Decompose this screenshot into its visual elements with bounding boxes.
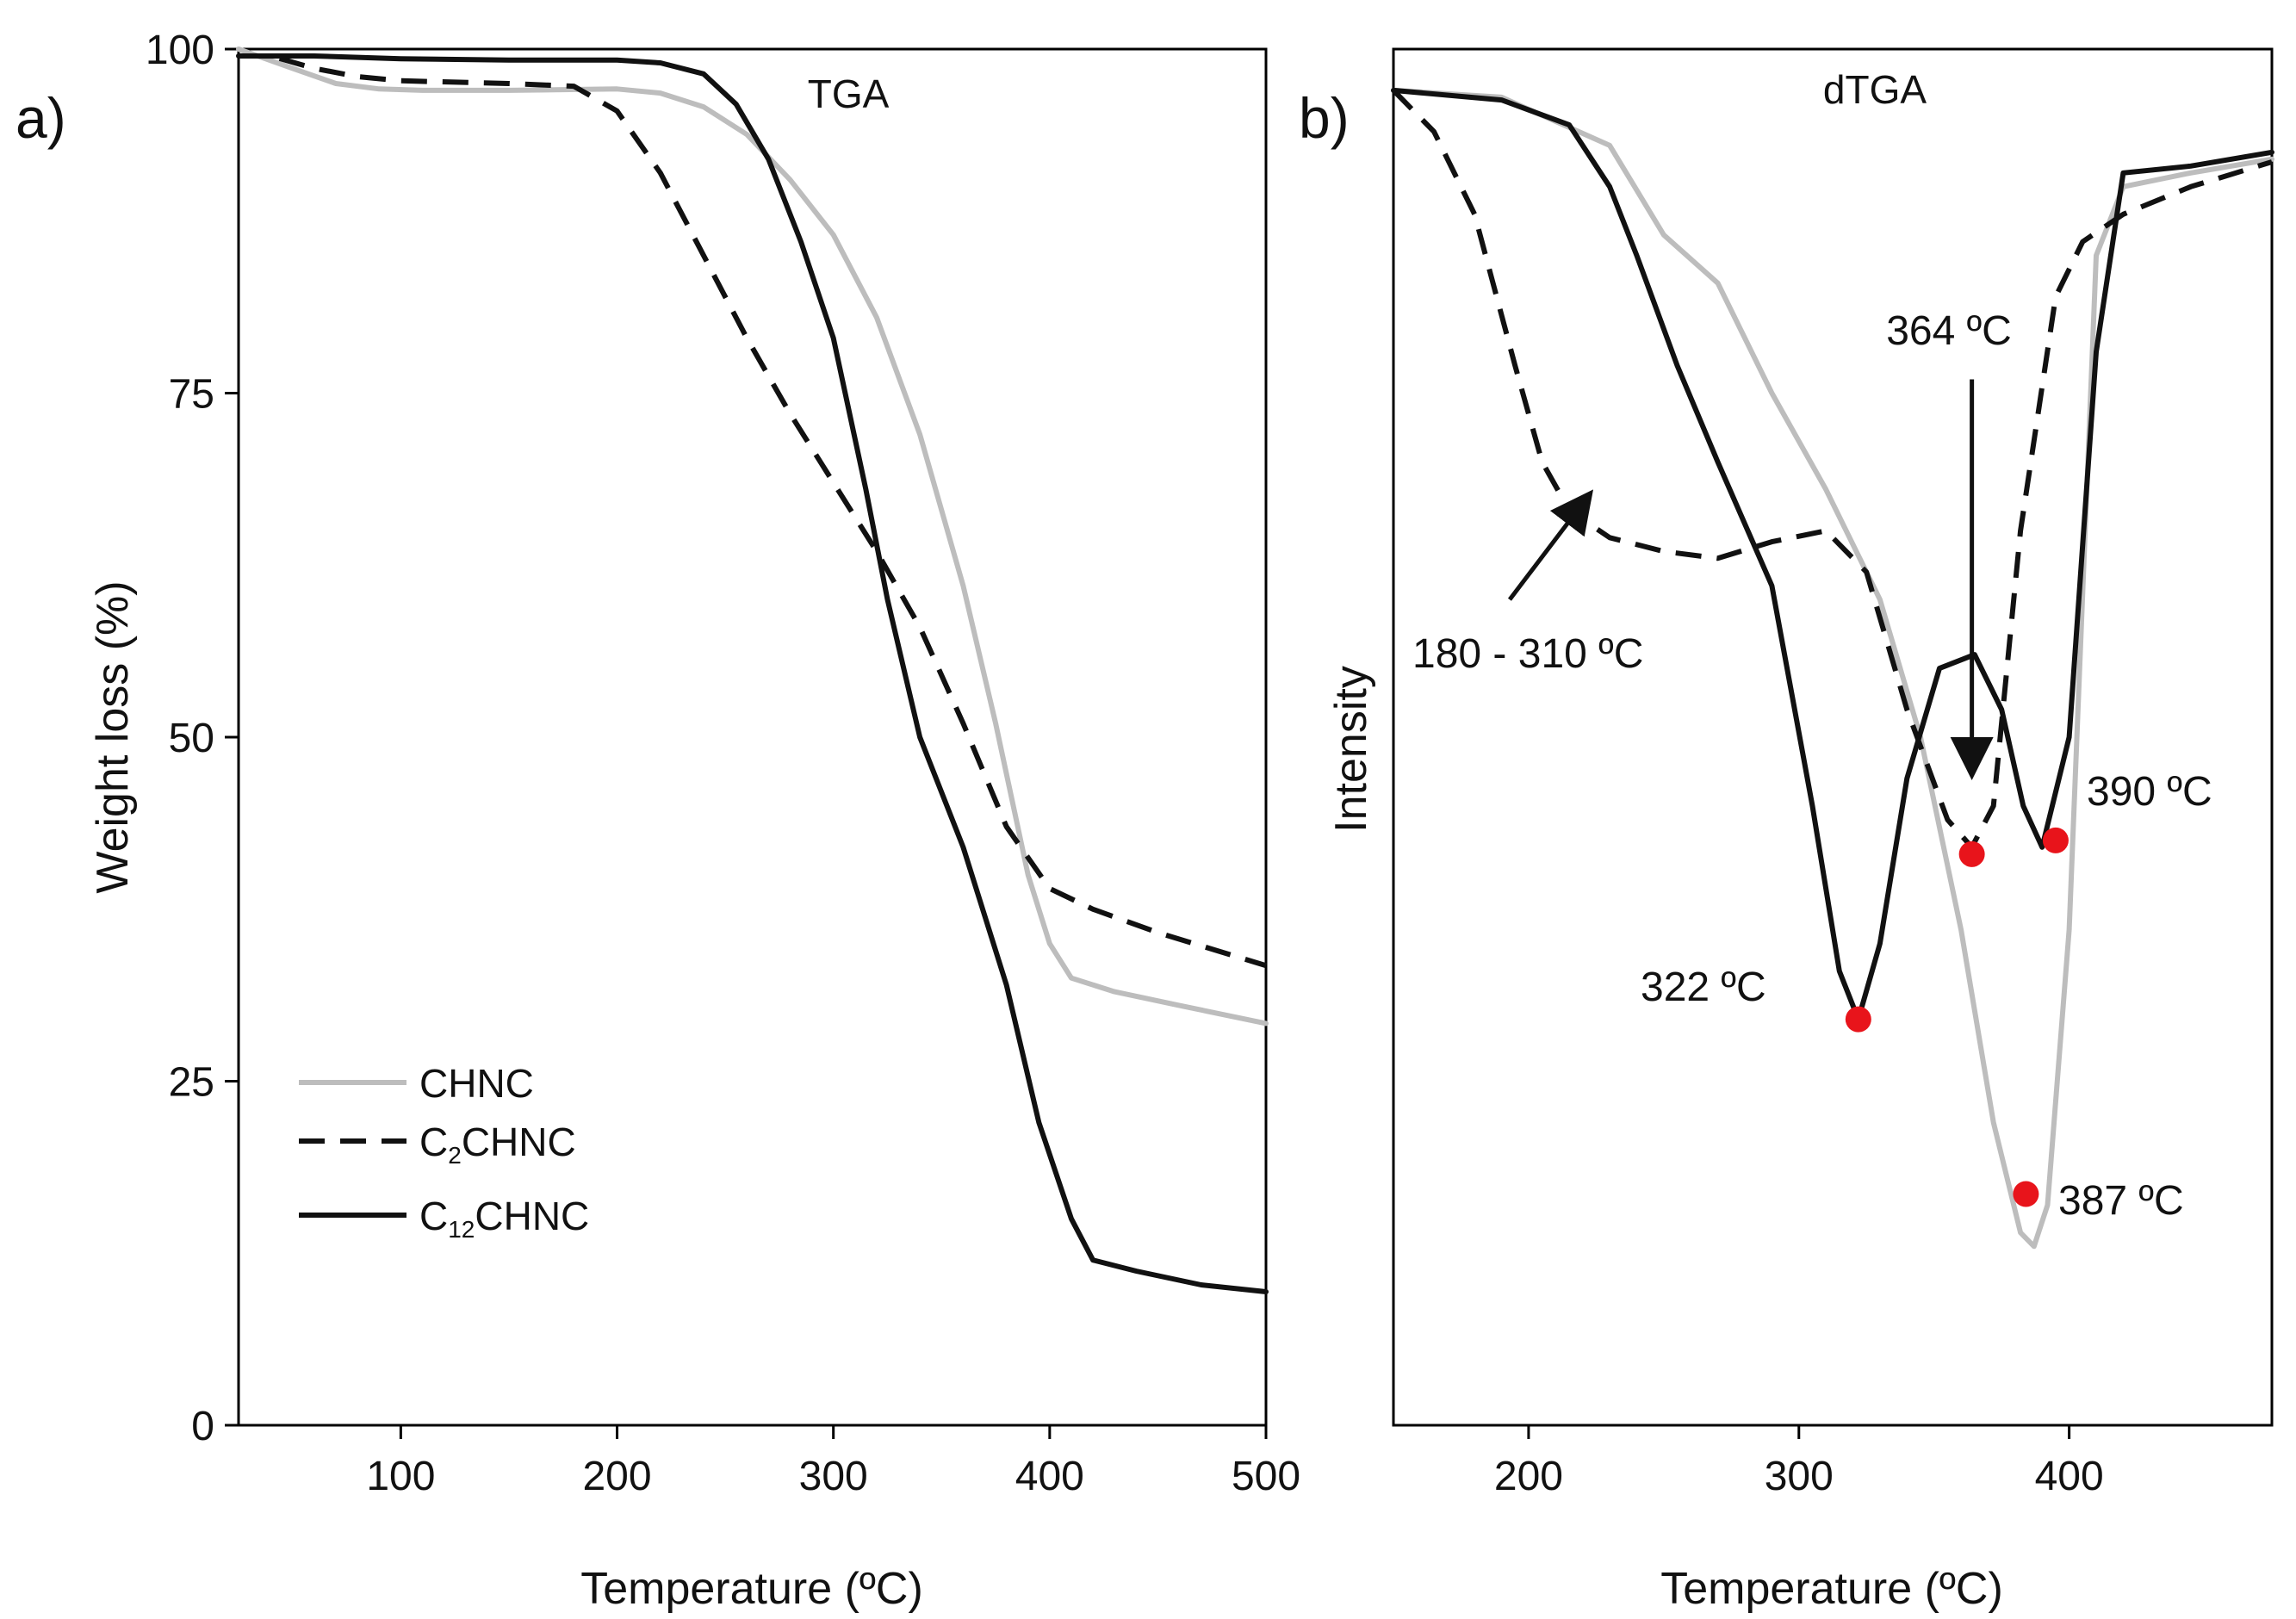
legend-item-c2chnc: C2CHNC [299,1120,576,1169]
tga-x-tick-label-500: 500 [1232,1454,1300,1499]
tga-x-tick-label-200: 200 [582,1454,651,1499]
dtga-plot-title: dTGA [1823,67,1927,112]
tga-plot-frame [237,47,1268,1427]
dtga-plot-frame [1392,47,2274,1427]
legend-label-c2chnc: C2CHNC [419,1120,576,1169]
tga-y-tick-label-25: 25 [169,1060,214,1106]
peak-marker-364-c [1958,841,1985,867]
dtga-x-tick-label-300: 300 [1765,1454,1834,1499]
peak-marker-390-c [2042,827,2069,853]
tga-y-tick-label-50: 50 [169,716,214,761]
tga-y-tick-label-75: 75 [169,372,214,418]
peak-label-322: 322 ºC [1641,965,1766,1010]
tga-x-tick-label-300: 300 [799,1454,868,1499]
dtga-series-line-c2chnc [1391,88,2273,850]
dtga-series [1391,87,2274,1250]
tga-plot-title: TGA [808,71,890,116]
tga-x-ticks: 100 200 300 400 500 [366,1425,1300,1499]
dtga-y-axis-title: Intensity [1326,666,1376,833]
dtga-panel: b) dTGA Temperature (ºC) Intensity 200 30… [1299,47,2274,1614]
tga-legend: CHNC C2CHNC C12CHNC [299,1061,589,1243]
tga-y-ticks: 0 25 50 75 100 [146,28,239,1449]
tga-y-tick-label-0: 0 [191,1404,214,1449]
tga-x-tick-label-400: 400 [1015,1454,1084,1499]
peak-label-387: 387 ºC [2058,1178,2184,1224]
legend-label-c12chnc: C12CHNC [419,1194,589,1243]
tga-panel: a) TGA Temperature (ºC) Weight loss (%) … [16,28,1300,1614]
tga-x-axis-title: Temperature (ºC) [580,1564,923,1614]
peak-marker-322-c [1845,1006,1871,1033]
annotation-arrow-180-310-c [1507,489,1594,601]
dtga-series-line-chnc [1391,87,2274,1250]
annotation-range-label: 180 - 310 ºC [1412,631,1643,677]
dtga-x-axis-title: Temperature (ºC) [1660,1564,2003,1614]
dtga-x-tick-label-400: 400 [2035,1454,2104,1499]
tga-series [236,47,1269,1294]
dtga-x-tick-label-200: 200 [1494,1454,1563,1499]
peak-marker-387-c [2013,1181,2039,1207]
tga-series-line-chnc [236,47,1269,1027]
panel-a-letter: a) [16,86,66,150]
dtga-x-ticks: 200 300 400 [1494,1425,2104,1499]
dtga-series-line-c12chnc [1391,87,2274,1022]
dtga-annotation-arrows [1507,379,1994,780]
legend-label-chnc: CHNC [419,1061,534,1106]
tga-y-tick-label-100: 100 [146,28,214,73]
tga-series-line-c12chnc [236,53,1269,1294]
legend-item-c12chnc: C12CHNC [299,1194,589,1243]
dtga-peak-markers [1845,827,2069,1207]
tga-series-line-c2chnc [239,53,1267,969]
tga-x-tick-label-100: 100 [366,1454,435,1499]
panel-b-letter: b) [1299,86,1350,150]
legend-item-chnc: CHNC [299,1061,534,1106]
annotation-364-label: 364 ºC [1886,308,2012,354]
peak-label-390: 390 ºC [2087,769,2212,815]
tga-y-axis-title: Weight loss (%) [88,580,138,893]
